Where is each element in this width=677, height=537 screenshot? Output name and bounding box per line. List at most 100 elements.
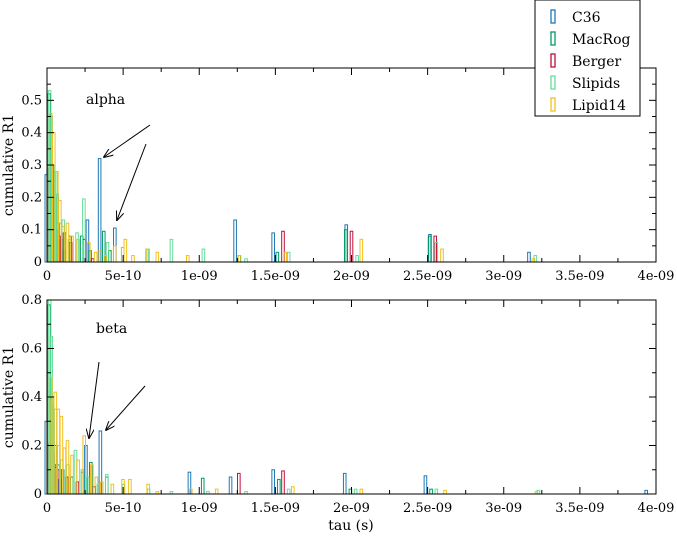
alpha-x-tick-label: 2e-09 (333, 269, 370, 284)
beta-arrow-2 (106, 385, 146, 430)
legend-swatch-lipid14 (550, 97, 556, 112)
beta-x-tick-label: 5e-10 (105, 501, 142, 516)
alpha-x-tick-label: 1e-09 (181, 269, 218, 284)
beta-x-axis-title: tau (s) (328, 518, 374, 534)
beta-bar-c36 (644, 489, 648, 495)
legend-label-macrog: MacRog (572, 32, 630, 48)
beta-x-tick-label: 2e-09 (333, 501, 370, 516)
alpha-bar-slipids (82, 198, 86, 263)
alpha-bar-macrog (427, 235, 432, 263)
alpha-bar-c36 (233, 219, 237, 263)
beta-bar-lipid14 (443, 489, 447, 495)
legend-swatch-macrog (550, 31, 556, 46)
alpha-x-tick-label: 5e-10 (105, 269, 142, 284)
beta-y-tick-label: 0 (34, 487, 42, 502)
alpha-bar-macrog (275, 251, 280, 263)
beta-arrow-1 (89, 361, 100, 438)
beta-x-tick-label: 2.5e-09 (403, 501, 452, 516)
beta-bar-lipid14 (128, 478, 132, 495)
beta-bar-berger (237, 472, 241, 495)
beta-bar-lipid14 (291, 486, 295, 495)
alpha-bar-lipid14 (185, 255, 190, 263)
alpha-y-tick-label: 0.2 (21, 190, 42, 205)
beta-bar-lipid14 (110, 483, 115, 495)
beta-bar-slipids (434, 488, 439, 495)
beta-y-tick-label: 0.4 (21, 390, 42, 405)
alpha-bar-slipids (169, 238, 174, 263)
beta-bar-lipid14 (359, 488, 364, 495)
alpha-y-axis-title: cumulative R1 (1, 114, 17, 216)
beta-x-tick-label: 3.5e-09 (555, 501, 604, 516)
alpha-bar-lipid14 (98, 250, 103, 263)
beta-bar-lipid14 (214, 488, 219, 495)
legend-swatch-slipids (550, 75, 556, 90)
alpha-bar-lipid14 (237, 255, 242, 263)
beta-bar-slipids (286, 488, 291, 495)
beta-bar-lipid14 (94, 476, 99, 495)
alpha-bar-c36 (97, 158, 102, 263)
beta-panel: 0 5e-10 1e-09 1.5e-09 2e-09 2.5e-09 3e-09 3.5e-… (1, 293, 674, 534)
alpha-bar-c36 (271, 232, 275, 263)
alpha-plot-frame (46, 67, 657, 263)
alpha-x-tick-label: 3e-09 (485, 269, 522, 284)
alpha-bar-lipid14 (359, 238, 364, 263)
beta-bar-macrog (277, 478, 281, 495)
beta-ticks: 0 5e-10 1e-09 1.5e-09 2e-09 2.5e-09 3e-09 3.5e-… (21, 293, 674, 516)
alpha-bar-lipid14 (283, 251, 287, 263)
alpha-y-tick-label: 0.4 (21, 126, 42, 141)
alpha-bar-slipids (355, 255, 359, 263)
legend-label-berger: Berger (572, 54, 622, 70)
alpha-y-tick-label: 0.1 (21, 223, 42, 238)
alpha-bar-macrog (344, 229, 348, 263)
alpha-bar-lipid14 (93, 251, 98, 263)
beta-bar-slipids (353, 488, 358, 495)
beta-y-axis-title: cumulative R1 (1, 346, 17, 448)
alpha-bar-lipid14 (65, 222, 70, 263)
alpha-x-tick-label: 1.5e-09 (251, 269, 300, 284)
legend-label-c36: C36 (572, 10, 601, 26)
beta-bar-c36 (342, 472, 347, 495)
beta-x-tick-label: 0 (43, 501, 51, 516)
beta-bar-berger (281, 470, 285, 495)
alpha-bar-lipid14 (123, 238, 128, 263)
beta-bar-c36 (423, 475, 428, 495)
alpha-bar-c36 (527, 251, 531, 263)
beta-x-tick-label: 1e-09 (181, 501, 218, 516)
beta-y-tick-label: 0.8 (21, 293, 42, 308)
legend-label-slipids: Slipids (572, 76, 620, 92)
beta-bar-macrog (200, 477, 205, 495)
beta-bar-macrog (429, 488, 433, 495)
legend-items: C36 MacRog Berger Slipids Lipid14 (550, 9, 630, 114)
alpha-arrow-1 (104, 124, 151, 157)
alpha-arrow-2 (117, 143, 147, 220)
alpha-bar-lipid14 (155, 251, 160, 263)
alpha-x-tick-label: 3.5e-09 (555, 269, 604, 284)
legend-swatch-berger (550, 53, 556, 68)
beta-x-tick-label: 3e-09 (485, 501, 522, 516)
beta-x-tick-label: 4e-09 (638, 501, 675, 516)
alpha-y-tick-label: 0 (34, 255, 42, 270)
beta-x-tick-label: 1.5e-09 (251, 501, 300, 516)
alpha-panel: 0 5e-10 1e-09 1.5e-09 2e-09 2.5e-09 3e-09 3.5e-… (1, 67, 674, 284)
alpha-bar-lipid14 (112, 245, 117, 263)
alpha-bar-slipids (201, 248, 206, 263)
alpha-x-tick-label: 0 (43, 269, 51, 284)
beta-bar-lipid14 (70, 454, 74, 495)
legend-label-lipid14: Lipid14 (572, 98, 626, 114)
alpha-bar-lipid14 (131, 255, 135, 263)
beta-bar-lipid14 (65, 440, 70, 495)
legend: C36 MacRog Berger Slipids Lipid14 (534, 0, 641, 117)
beta-annotation: beta (96, 321, 127, 337)
beta-y-tick-label: 0.6 (21, 342, 42, 357)
alpha-bars (44, 90, 538, 263)
alpha-y-tick-label: 0.5 (21, 93, 42, 108)
beta-bar-c36 (228, 476, 233, 495)
alpha-bar-slipids (286, 251, 291, 263)
beta-plot-frame (46, 299, 657, 495)
alpha-ticks: 0 5e-10 1e-09 1.5e-09 2e-09 2.5e-09 3e-09 3.5e-… (21, 68, 674, 284)
alpha-x-tick-label: 2.5e-09 (403, 269, 452, 284)
alpha-y-tick-label: 0.3 (21, 158, 42, 173)
alpha-bar-lipid14 (440, 248, 444, 263)
legend-swatch-c36 (550, 9, 556, 24)
